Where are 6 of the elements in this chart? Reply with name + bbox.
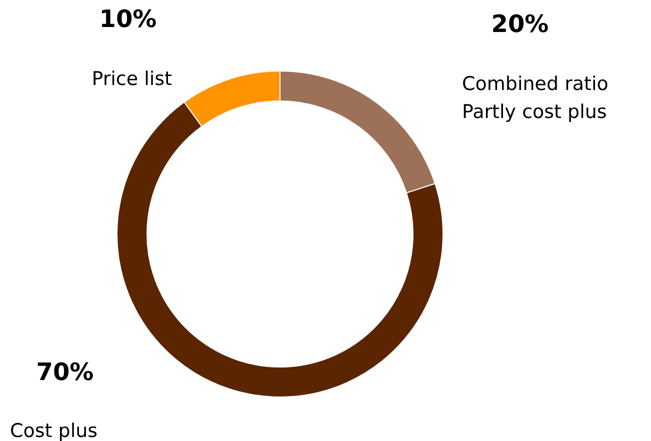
data-label: 20% xyxy=(491,10,549,38)
slice-label: Cost plus xyxy=(10,420,98,441)
data-label: 70% xyxy=(36,358,94,386)
slice-label: Combined ratio Partly cost plus xyxy=(462,73,608,123)
slice-label: Price list xyxy=(92,68,172,90)
data-label: 10% xyxy=(99,5,157,33)
